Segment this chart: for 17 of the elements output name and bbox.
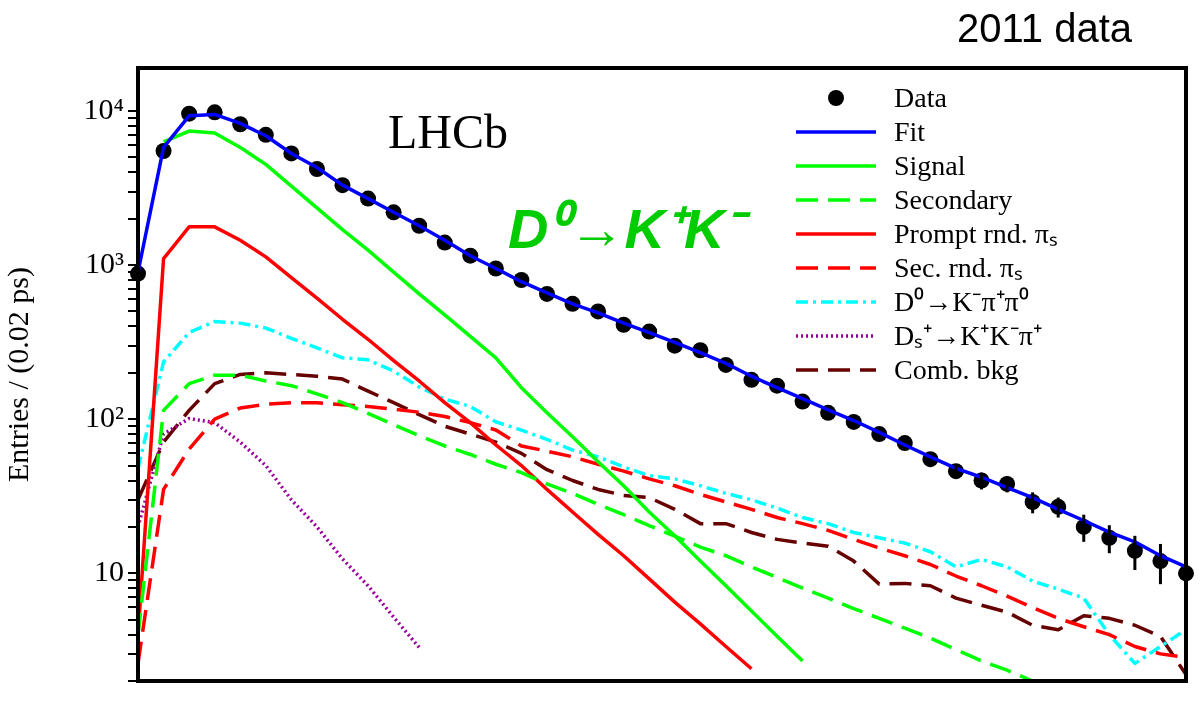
y-axis-title: Entries / (0.02 ps) [0,267,35,482]
y-tick-label: 10 [94,554,124,588]
annotation: D⁰→K⁺K⁻ [508,197,752,260]
y-tick-label: 10² [85,400,124,434]
legend-label: Fit [894,116,926,148]
chart-title: 2011 data [957,6,1132,51]
y-tick-label: 10⁴ [83,91,124,125]
legend-label: D⁰→K⁻π⁺π⁰ [894,286,1029,318]
legend-label: Signal [894,150,966,182]
legend-label: Dₛ⁺→K⁺K⁻π⁺ [894,320,1042,352]
legend-label: Sec. rnd. πₛ [894,252,1023,284]
legend-label: Prompt rnd. πₛ [894,218,1058,250]
annotation: LHCb [388,105,508,158]
legend-label: Secondary [894,184,1013,216]
legend-label: Data [894,82,948,114]
y-tick-label: 10³ [85,245,124,279]
legend-label: Comb. bkg [894,354,1019,386]
